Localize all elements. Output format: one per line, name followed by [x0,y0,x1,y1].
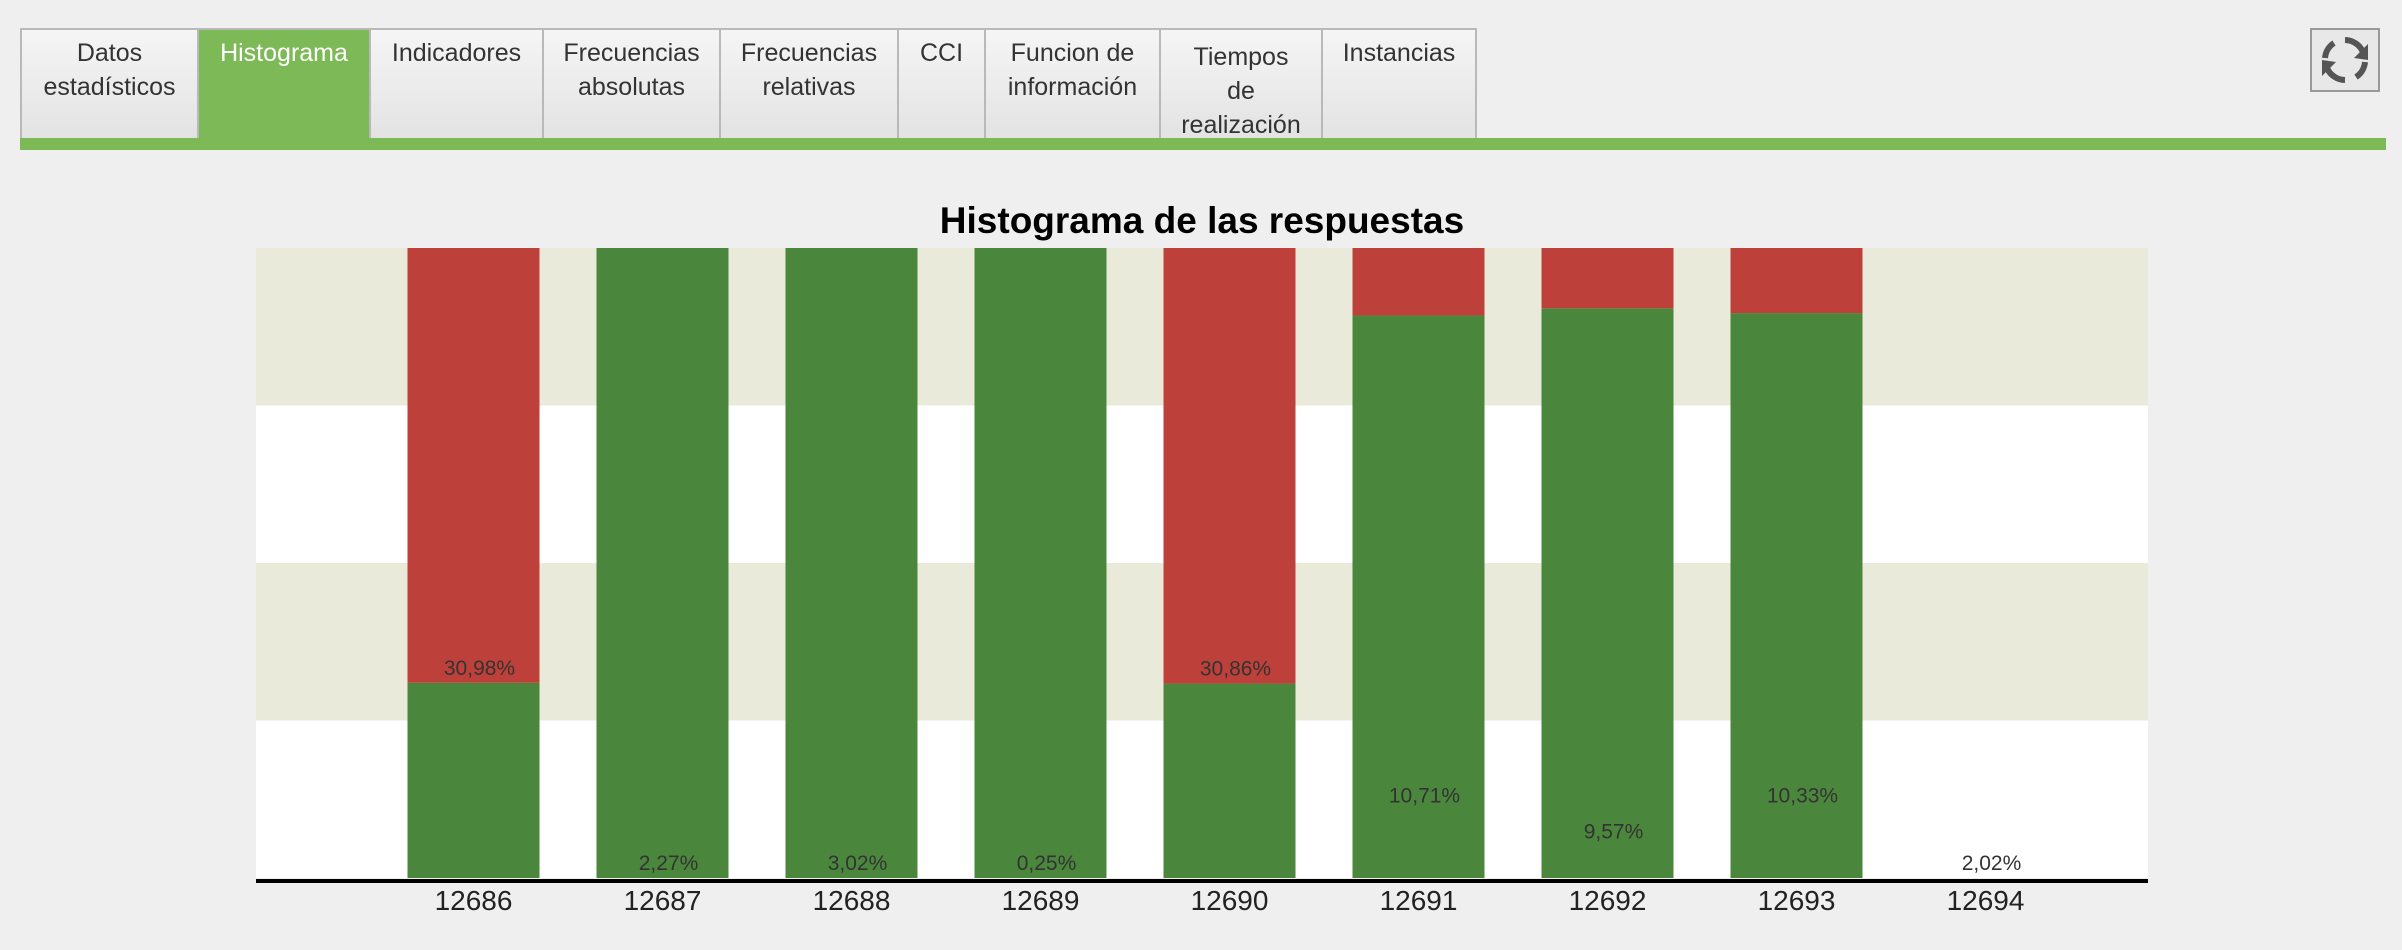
data-label: 2,27% [639,852,699,875]
tab-frecuencias-absolutas[interactable]: Frecuencias absolutas [542,28,719,140]
x-tick-label: 12686 [435,885,513,916]
tab-bar: Datos estadísticos Histograma Indicadores F… [20,28,1477,140]
data-label: 2,02% [1962,852,2022,875]
data-label: 0,25% [1017,852,1077,875]
bar-segment-green [596,248,729,878]
bar-segment-red [1730,248,1863,314]
x-tick-label: 12693 [1758,885,1836,916]
bar-segment-green [407,682,540,878]
bar-segment-red [1163,248,1296,684]
tab-datos-estadísticos[interactable]: Datos estadísticos [20,28,197,140]
tab-underline [20,138,2386,150]
refresh-icon [2322,37,2368,83]
tab-instancias[interactable]: Instancias [1321,28,1477,140]
bar-segment-green [785,248,918,878]
data-label: 3,02% [828,852,888,875]
bar-segment-red [1352,248,1485,316]
tab-indicadores[interactable]: Indicadores [369,28,542,140]
x-tick-label: 12689 [1002,885,1080,916]
refresh-button[interactable] [2310,28,2380,92]
data-label: 10,71% [1389,785,1460,808]
bar-segment-green [1352,315,1485,878]
tab-tiempos-de-realización[interactable]: Tiempos de realización [1159,28,1321,140]
bar-segment-green [1541,308,1674,878]
data-label: 30,86% [1200,658,1271,681]
x-tick-label: 12694 [1947,885,2025,916]
data-label: 9,57% [1584,821,1644,844]
bar-segment-green [1730,313,1863,879]
data-label: 30,98% [444,657,515,680]
bar-segment-green [1163,683,1296,878]
bar-segment-green [974,248,1107,878]
x-tick-label: 12692 [1569,885,1647,916]
chart-title: Histograma de las respuestas [939,200,1465,241]
tab-funcion-de-información[interactable]: Funcion de información [984,28,1159,140]
x-tick-label: 12691 [1380,885,1458,916]
tab-cci[interactable]: CCI [897,28,984,140]
data-label: 10,33% [1767,785,1838,808]
bar-segment-red [1541,248,1674,309]
x-tick-label: 12688 [813,885,891,916]
x-tick-label: 12690 [1191,885,1269,916]
bar-segment-red [407,248,540,683]
x-tick-label: 12687 [624,885,702,916]
tab-frecuencias-relativas[interactable]: Frecuencias relativas [719,28,897,140]
